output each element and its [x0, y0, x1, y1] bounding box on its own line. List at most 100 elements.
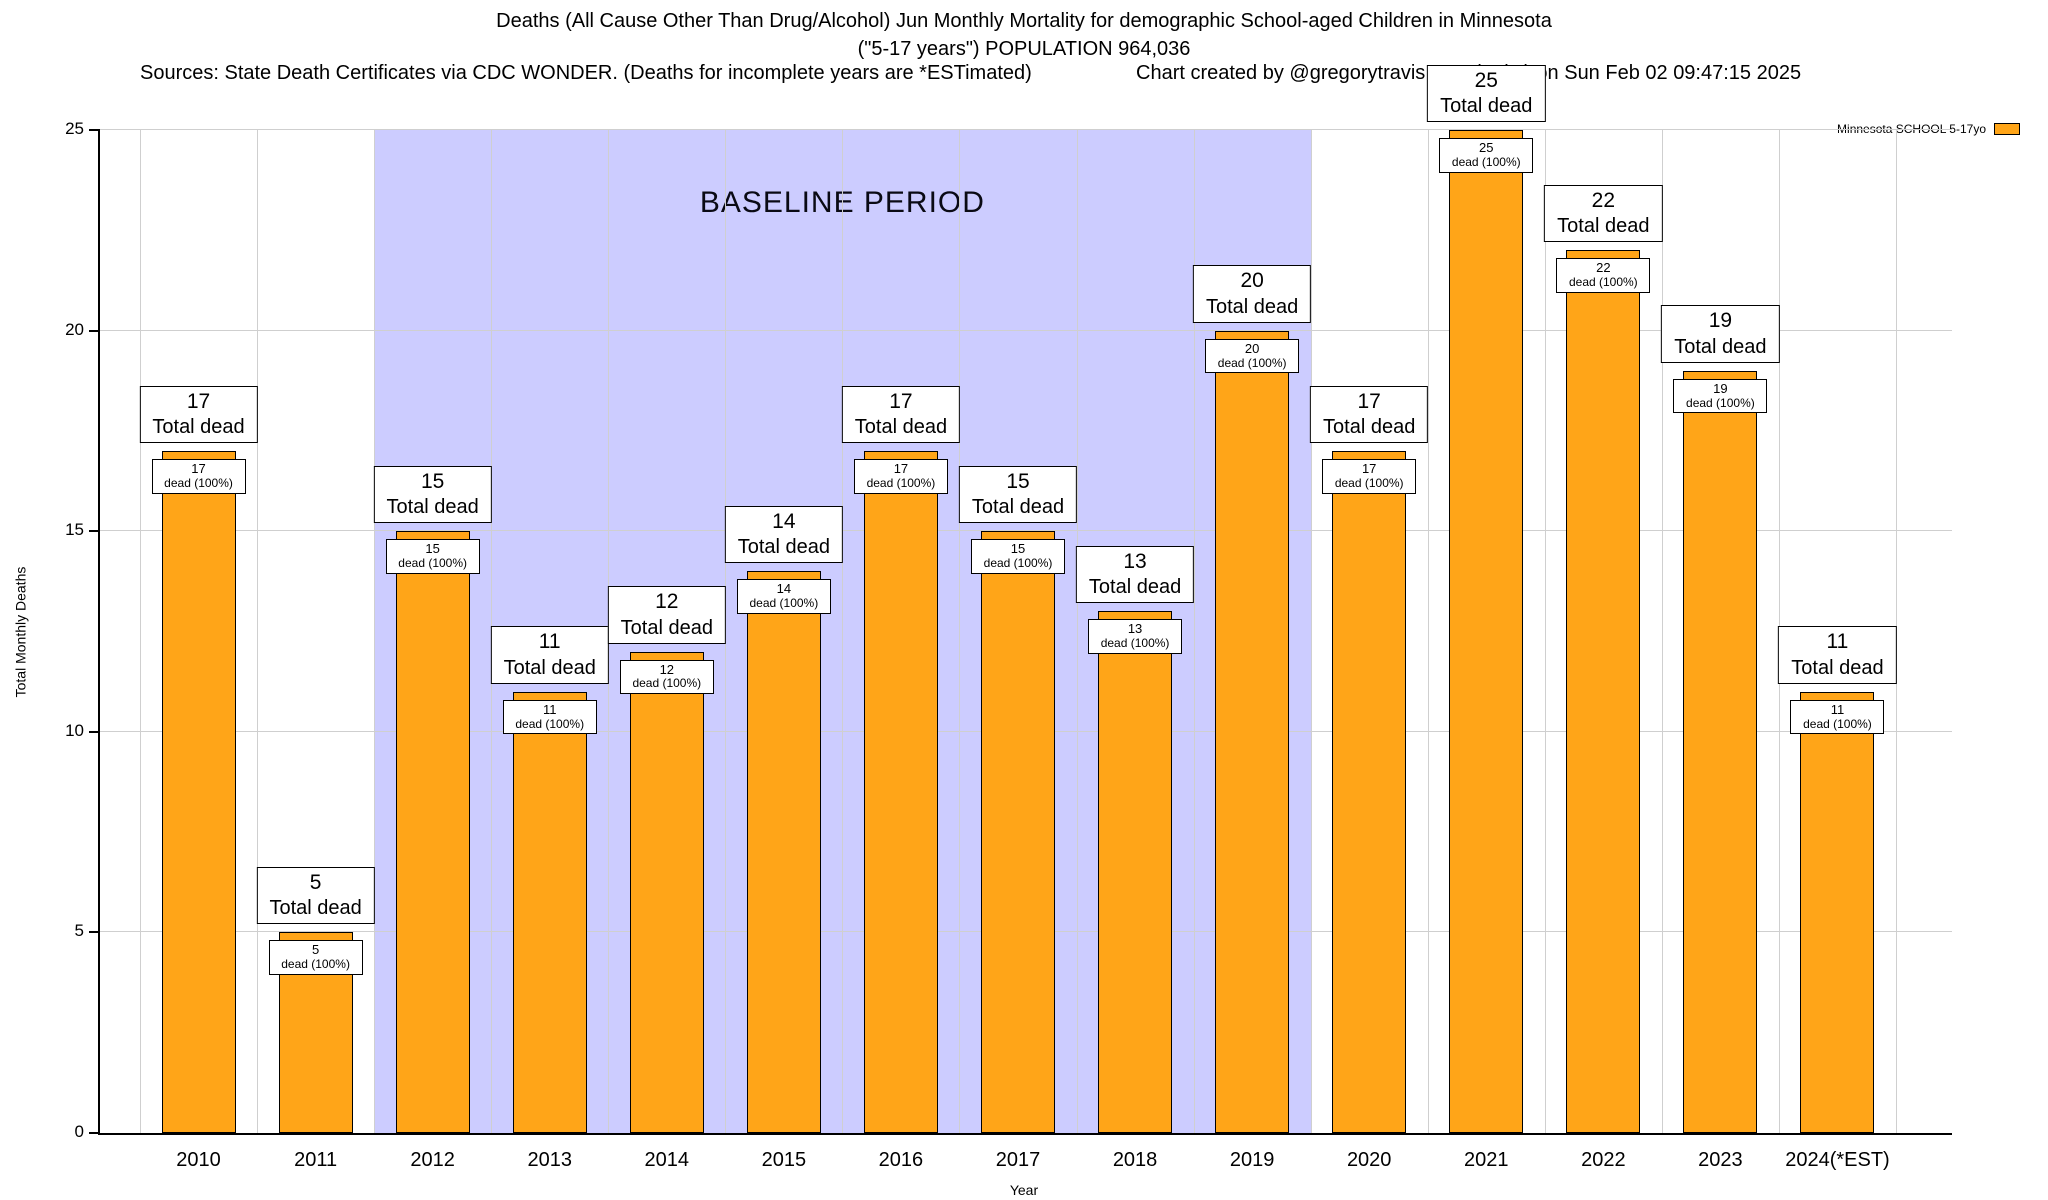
total-dead-label-2011: 5 Total dead — [256, 867, 375, 925]
dead-count-label-2020: 17 dead (100%) — [1322, 458, 1417, 494]
total-dead-label-2018: 13 Total dead — [1075, 546, 1195, 604]
dead-count-caption: dead (100%) — [281, 957, 350, 972]
total-dead-label-2021: 25 Total dead — [1427, 64, 1546, 122]
v-gridline — [257, 130, 259, 1133]
dead-count-caption: dead (100%) — [398, 556, 468, 571]
x-tick-label-2018: 2018 — [1112, 1149, 1158, 1171]
total-dead-caption: Total dead — [1557, 215, 1650, 238]
dead-count-caption: dead (100%) — [749, 596, 819, 611]
x-tick-label-2017: 2017 — [995, 1149, 1041, 1171]
total-dead-value: 15 — [1006, 469, 1030, 493]
total-dead-caption: Total dead — [971, 496, 1065, 519]
total-dead-caption: Total dead — [854, 415, 948, 438]
dead-count-value: 17 — [893, 460, 909, 476]
total-dead-label-2024(*EST): 11 Total dead — [1778, 626, 1897, 684]
dead-count-caption: dead (100%) — [1803, 716, 1872, 731]
dead-count-value: 12 — [659, 661, 675, 677]
total-dead-label-2014: 12 Total dead — [607, 586, 726, 644]
dead-count-value: 15 — [1010, 541, 1026, 557]
total-dead-caption: Total dead — [1323, 415, 1416, 438]
x-tick-label-2023: 2023 — [1698, 1149, 1743, 1171]
total-dead-caption: Total dead — [269, 897, 362, 920]
total-dead-caption: Total dead — [620, 616, 713, 639]
x-tick-label-2019: 2019 — [1229, 1149, 1275, 1171]
v-gridline — [1427, 130, 1429, 1133]
dead-count-label-2016: 17 dead (100%) — [853, 458, 948, 494]
dead-count-label-2012: 15 dead (100%) — [385, 539, 480, 574]
total-dead-label-2023: 19 Total dead — [1661, 305, 1780, 363]
dead-count-label-2015: 14 dead (100%) — [736, 579, 831, 615]
total-dead-caption: Total dead — [1088, 576, 1182, 599]
y-tick-mark — [89, 931, 100, 934]
dead-count-value: 19 — [1713, 380, 1728, 396]
x-tick-label-2016: 2016 — [878, 1149, 924, 1171]
h-gridline — [100, 129, 1952, 130]
v-gridline — [1544, 130, 1546, 1133]
plot-area: BASELINE PERIOD 0 5 10 15 20 25 17 dead (100%) 17… — [65, 64, 1952, 1171]
total-dead-caption: Total dead — [503, 656, 596, 679]
dead-count-caption: dead (100%) — [515, 716, 585, 731]
chart-title: Deaths (All Cause Other Than Drug/Alcoho… — [496, 10, 1552, 32]
dead-count-value: 17 — [191, 460, 206, 476]
v-gridline — [842, 130, 844, 1133]
dead-count-value: 5 — [311, 942, 320, 958]
total-dead-value: 11 — [538, 630, 561, 654]
y-axis-title: Total Monthly Deaths — [2, 130, 38, 1133]
v-gridline — [1076, 130, 1078, 1133]
y-tick-mark — [89, 1132, 100, 1134]
bar-2021 — [1449, 130, 1524, 1133]
total-dead-caption: Total dead — [1674, 335, 1767, 358]
y-tick-label-20: 20 — [65, 319, 84, 339]
bar-2018 — [1098, 611, 1173, 1133]
dead-count-label-2024(*EST): 11 dead (100%) — [1790, 699, 1885, 735]
x-tick-label-2010: 2010 — [176, 1149, 221, 1171]
total-dead-value: 13 — [1123, 550, 1147, 574]
total-dead-label-2019: 20 Total dead — [1192, 265, 1312, 323]
x-tick-label-2024(*EST): 2024(*EST) — [1785, 1149, 1890, 1171]
y-tick-mark — [89, 730, 100, 733]
total-dead-label-2013: 11 Total dead — [490, 626, 609, 684]
dead-count-caption: dead (100%) — [1100, 636, 1170, 651]
total-dead-label-2017: 15 Total dead — [958, 465, 1078, 524]
dead-count-label-2022: 22 dead (100%) — [1556, 258, 1651, 294]
v-gridline — [1310, 130, 1312, 1133]
total-dead-value: 17 — [889, 389, 913, 413]
dead-count-value: 17 — [1361, 460, 1377, 476]
legend-swatch — [1994, 123, 2020, 135]
total-dead-caption: Total dead — [386, 496, 479, 519]
dead-count-label-2019: 20 dead (100%) — [1205, 338, 1300, 374]
x-tick-label-2011: 2011 — [294, 1149, 338, 1171]
dead-count-caption: dead (100%) — [1451, 154, 1521, 169]
dead-count-value: 25 — [1479, 140, 1494, 155]
bar-2023 — [1683, 370, 1758, 1133]
total-dead-caption: Total dead — [152, 415, 245, 438]
dead-count-caption: dead (100%) — [1217, 355, 1287, 370]
dead-count-value: 14 — [776, 581, 792, 597]
dead-count-label-2010: 17 dead (100%) — [151, 458, 246, 494]
total-dead-label-2020: 17 Total dead — [1310, 385, 1429, 443]
source-line: Sources: State Death Certificates via CD… — [0, 62, 2048, 86]
dead-count-value: 15 — [425, 541, 440, 557]
dead-count-label-2011: 5 dead (100%) — [268, 940, 363, 976]
baseline-period-label: BASELINE PERIOD — [699, 186, 985, 219]
x-tick-label-2022: 2022 — [1581, 1149, 1626, 1171]
total-dead-caption: Total dead — [1205, 295, 1299, 318]
y-tick-label-25: 25 — [65, 119, 84, 138]
bar-2017 — [981, 531, 1055, 1133]
bar-2019 — [1215, 330, 1290, 1133]
v-gridline — [1193, 130, 1195, 1133]
total-dead-caption: Total dead — [1440, 95, 1533, 117]
dead-count-caption: dead (100%) — [983, 556, 1053, 571]
total-dead-caption: Total dead — [737, 536, 831, 559]
total-dead-value: 25 — [1474, 68, 1498, 92]
total-dead-label-2016: 17 Total dead — [841, 385, 961, 443]
dead-count-caption: dead (100%) — [866, 475, 936, 490]
y-tick-label-10: 10 — [65, 720, 84, 740]
x-tick-label-2013: 2013 — [527, 1149, 572, 1171]
dead-count-caption: dead (100%) — [1686, 395, 1755, 410]
total-dead-value: 15 — [420, 469, 445, 493]
y-tick-label-15: 15 — [65, 520, 84, 540]
total-dead-label-2012: 15 Total dead — [373, 465, 492, 524]
v-gridline — [374, 130, 376, 1133]
